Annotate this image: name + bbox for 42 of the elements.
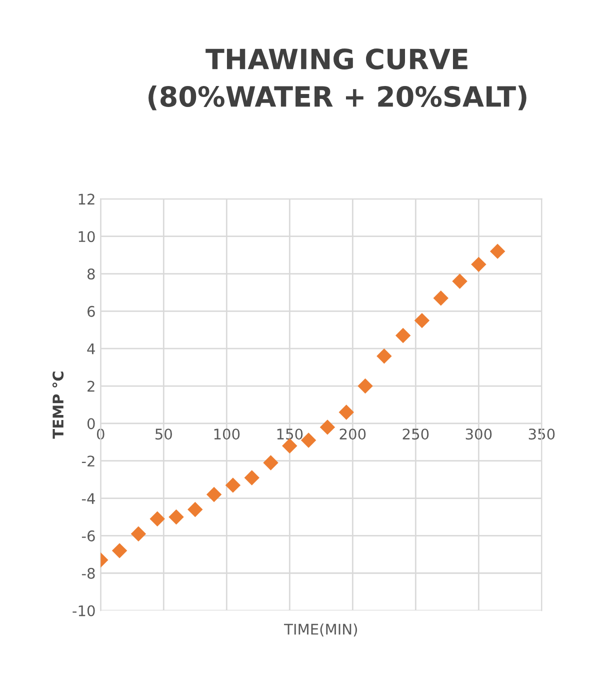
y-tick-label: -2	[82, 456, 94, 466]
x-tick-label: 150	[277, 428, 303, 440]
x-tick-label: 50	[155, 428, 172, 440]
point	[490, 244, 506, 259]
y-tick-label: 2	[88, 380, 94, 392]
point	[244, 470, 260, 486]
y-tick-label: -8	[82, 568, 95, 579]
y-tick-label: -6	[82, 530, 95, 542]
point	[150, 511, 165, 526]
point	[433, 290, 448, 306]
point	[188, 502, 203, 518]
point	[168, 509, 184, 525]
point	[358, 378, 373, 394]
point	[206, 486, 222, 502]
point	[452, 274, 468, 289]
x-tick-label: 350	[528, 428, 555, 440]
point	[320, 420, 336, 435]
point	[130, 526, 146, 542]
y-tick-label: 6	[88, 306, 95, 317]
y-tick-label: 12	[78, 194, 94, 204]
y-tick-label: -10	[72, 605, 95, 616]
x-tick-label: 250	[402, 428, 429, 440]
point	[225, 478, 241, 493]
x-axis-title: TIME(MIN)	[284, 623, 357, 636]
x-tick-label: 100	[214, 428, 240, 440]
point	[395, 328, 411, 344]
point	[263, 455, 278, 470]
y-tick-label: 8	[87, 268, 95, 280]
y-axis-title: TEMP °C	[52, 372, 64, 439]
point	[376, 348, 392, 364]
y-tick-label: 10	[78, 231, 95, 242]
chart-title: THAWING CURVE (80%WATER + 20%SALT)	[148, 48, 526, 110]
y-tick-label: -4	[82, 493, 95, 504]
point	[414, 312, 430, 328]
point	[112, 543, 128, 558]
point	[338, 404, 354, 420]
x-tick-label: 0	[96, 428, 104, 440]
x-tick-label: 300	[466, 428, 492, 440]
y-tick-label: 4	[87, 344, 95, 354]
x-tick-label: 200	[340, 428, 366, 440]
point	[471, 256, 486, 272]
y-tick-label: 0	[87, 418, 95, 430]
